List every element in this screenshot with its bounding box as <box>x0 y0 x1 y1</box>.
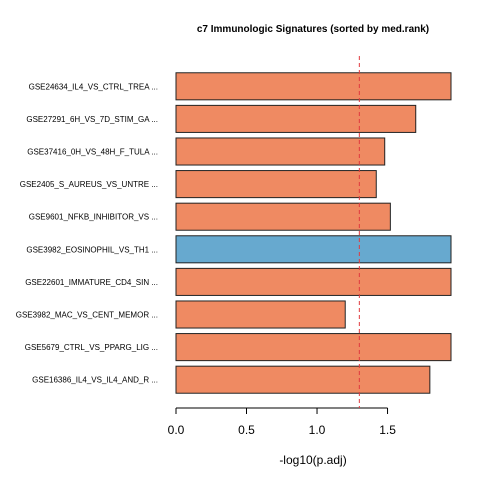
bar <box>175 202 391 231</box>
category-label: GSE37416_0H_VS_48H_F_TULA ... <box>27 148 158 157</box>
x-tick-label: 0.0 <box>168 423 185 437</box>
x-axis: 0.0 0.5 1.0 1.5 <box>168 407 396 437</box>
bar <box>175 267 452 296</box>
bar <box>175 137 386 166</box>
category-label: GSE3982_MAC_VS_CENT_MEMOR ... <box>16 311 158 320</box>
category-labels: GSE24634_IL4_VS_CTRL_TREA ... GSE27291_6H… <box>16 82 158 384</box>
x-axis-title: -log10(p.adj) <box>279 453 346 467</box>
category-label: GSE27291_6H_VS_7D_STIM_GA ... <box>26 115 158 124</box>
x-tick-label: 1.0 <box>309 423 326 437</box>
category-label: GSE22601_IMMATURE_CD4_SIN ... <box>25 278 158 287</box>
bar <box>175 333 452 362</box>
category-label: GSE24634_IL4_VS_CTRL_TREA ... <box>29 82 158 91</box>
chart-title: c7 Immunologic Signatures (sorted by med… <box>197 24 429 35</box>
bar <box>175 104 417 133</box>
bar <box>175 235 452 264</box>
category-label: GSE5679_CTRL_VS_PPARG_LIG ... <box>25 343 158 352</box>
category-label: GSE9601_NFKB_INHIBITOR_VS ... <box>29 213 158 222</box>
x-tick-label: 0.5 <box>238 423 255 437</box>
bar <box>175 170 377 199</box>
x-tick-label: 1.5 <box>379 423 396 437</box>
category-label: GSE3982_EOSINOPHIL_VS_TH1 ... <box>26 245 158 254</box>
category-label: GSE16386_IL4_VS_IL4_AND_R ... <box>32 376 158 385</box>
bar <box>175 365 431 394</box>
bars-group <box>175 72 452 394</box>
bar <box>175 72 452 101</box>
category-label: GSE2405_S_AUREUS_VS_UNTRE ... <box>20 180 158 189</box>
bar <box>175 300 346 329</box>
